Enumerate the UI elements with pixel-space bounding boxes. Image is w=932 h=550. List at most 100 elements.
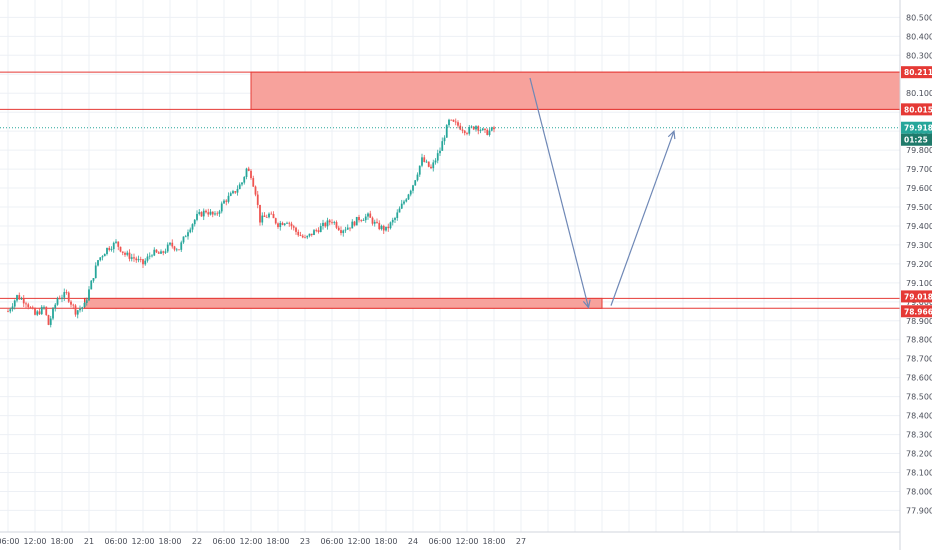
price-zones[interactable] — [0, 71, 901, 309]
candle-body — [29, 307, 32, 309]
y-tick-label: 77.900 — [906, 506, 932, 515]
projection-arrow-1[interactable] — [529, 77, 590, 308]
candle-body — [214, 213, 216, 215]
x-tick-label: 18:00 — [158, 537, 181, 546]
projection-arrow-2[interactable] — [610, 130, 675, 306]
time-axis[interactable]: 06:0012:0018:002106:0012:0018:002206:001… — [0, 531, 900, 546]
candle-body — [256, 194, 259, 205]
x-tick-label: 23 — [300, 537, 310, 546]
candle-body — [481, 128, 484, 131]
candle-body — [119, 246, 122, 252]
candle-body — [268, 213, 270, 218]
support-zone-box[interactable] — [84, 297, 603, 309]
candle-body — [34, 308, 36, 315]
candle-body — [142, 259, 144, 265]
candle-body — [304, 237, 306, 239]
candle-body — [398, 208, 401, 213]
candle-body — [385, 226, 387, 231]
candle-body — [427, 161, 430, 167]
candle-body — [378, 222, 381, 230]
candle-body — [180, 242, 183, 250]
countdown-badge: 01:25 — [904, 136, 928, 145]
candle-body — [25, 303, 27, 305]
candle-body — [288, 222, 291, 224]
candle-body — [40, 306, 43, 315]
candle-body — [31, 307, 34, 309]
candle-body — [468, 127, 471, 134]
candle-body — [270, 213, 273, 215]
candle-body — [319, 226, 322, 233]
candle-body — [450, 119, 453, 121]
candle-body — [295, 227, 297, 232]
candle-body — [74, 305, 77, 315]
candle-body — [16, 295, 18, 301]
candle-body — [324, 222, 327, 227]
candle-body — [475, 126, 477, 130]
candle-body — [286, 222, 288, 224]
y-tick-label: 79.500 — [906, 203, 932, 212]
candle-body — [178, 249, 180, 251]
candle-body — [371, 217, 374, 224]
candle-body — [169, 242, 171, 245]
candle-body — [70, 301, 72, 305]
candle-body — [477, 126, 480, 131]
candle-body — [254, 186, 257, 195]
x-tick-label: 06:00 — [428, 537, 451, 546]
candle-body — [189, 229, 192, 233]
candle-body — [335, 222, 338, 228]
candle-body — [146, 256, 149, 261]
candle-body — [310, 233, 313, 235]
candle-body — [130, 257, 133, 259]
candle-body — [182, 236, 185, 243]
candle-body — [472, 126, 475, 130]
x-tick-label: 18:00 — [50, 537, 73, 546]
candle-body — [99, 257, 102, 261]
candle-body — [349, 227, 351, 229]
candle-body — [277, 223, 279, 228]
candle-body — [290, 223, 293, 227]
candle-body — [301, 235, 304, 238]
candle-body — [490, 127, 493, 131]
candle-body — [202, 210, 205, 217]
candle-body — [355, 216, 358, 226]
candle-body — [144, 260, 147, 265]
candle-body — [151, 255, 153, 257]
candle-body — [43, 306, 45, 308]
candle-body — [139, 259, 142, 260]
candle-body — [175, 249, 178, 251]
resistance-zone-box[interactable] — [250, 71, 901, 110]
candle-body — [13, 300, 16, 307]
candle-body — [484, 128, 486, 130]
candle-body — [56, 298, 59, 305]
candle-body — [173, 246, 176, 250]
candle-body — [331, 222, 333, 224]
candle-body — [148, 255, 151, 257]
candle-body — [164, 251, 167, 253]
candle-body — [389, 222, 392, 229]
candle-body — [351, 221, 354, 229]
support-zone-bottom-badge-bg — [901, 305, 932, 318]
y-tick-label: 78.500 — [906, 393, 932, 402]
candle-body — [205, 210, 207, 213]
candle-body — [115, 241, 117, 243]
candle-body — [454, 121, 457, 123]
x-tick-label: 18:00 — [266, 537, 289, 546]
candle-body — [387, 226, 390, 229]
candle-body — [250, 170, 252, 179]
candle-body — [432, 162, 435, 169]
projection-arrows[interactable] — [529, 77, 676, 309]
candle-body — [209, 211, 212, 215]
candle-body — [423, 157, 426, 162]
arrow-head-icon — [667, 129, 676, 140]
x-tick-label: 06:00 — [0, 537, 20, 546]
candle-body — [400, 203, 403, 209]
candle-body — [162, 251, 165, 253]
y-tick-label: 80.500 — [906, 13, 932, 22]
x-tick-label: 18:00 — [374, 537, 397, 546]
candle-body — [137, 259, 140, 261]
x-tick-label: 27 — [516, 537, 526, 546]
y-tick-label: 80.100 — [906, 89, 932, 98]
candle-body — [193, 219, 196, 225]
candle-body — [439, 150, 441, 154]
